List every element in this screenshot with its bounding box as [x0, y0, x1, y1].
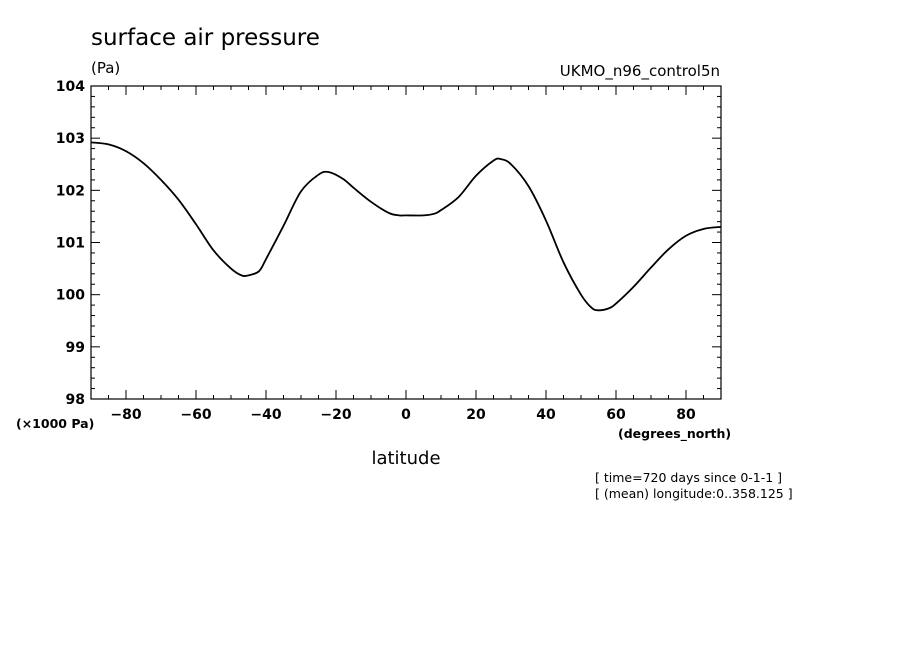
x-tick-label: 20 [466, 407, 486, 423]
y-tick-label: 104 [56, 79, 85, 95]
series-layer [90, 141, 722, 312]
x-tick-label: 60 [606, 407, 626, 423]
longitude-note: [ (mean) longitude:0..358.125 ] [595, 486, 793, 501]
x-tick-label: 80 [676, 407, 696, 423]
x-tick-label: 0 [401, 407, 411, 423]
y-tick-label: 98 [66, 392, 85, 408]
y-tick-label: 100 [56, 288, 85, 304]
y-tick-label: 103 [56, 131, 85, 147]
y-tick-label: 102 [56, 183, 85, 199]
x-axis-label: latitude [371, 448, 440, 469]
y-tick-labels: 98 99 100 101 102 103 104 [56, 79, 85, 408]
x-tick-label: 40 [536, 407, 556, 423]
time-note: [ time=720 days since 0-1-1 ] [595, 470, 782, 485]
dataset-label: UKMO_n96_control5n [560, 62, 720, 81]
y-ticks [91, 85, 721, 400]
x-tick-label: −20 [320, 407, 351, 423]
plot-frame [90, 85, 722, 400]
x-tick-label: −80 [110, 407, 141, 423]
x-ticks [90, 86, 722, 399]
chart-title: surface air pressure [91, 25, 320, 51]
x-tick-labels: −80 −60 −40 −20 0 20 40 60 80 [110, 407, 696, 423]
x-axis-units: (degrees_north) [618, 426, 731, 442]
series-line-0 [90, 141, 722, 312]
x-tick-label: −60 [180, 407, 211, 423]
y-tick-label: 99 [66, 340, 85, 356]
chart-units: (Pa) [91, 59, 120, 77]
y-tick-label: 101 [56, 236, 85, 252]
x-tick-label: −40 [250, 407, 281, 423]
y-multiplier-label: (×1000 Pa) [16, 416, 94, 431]
